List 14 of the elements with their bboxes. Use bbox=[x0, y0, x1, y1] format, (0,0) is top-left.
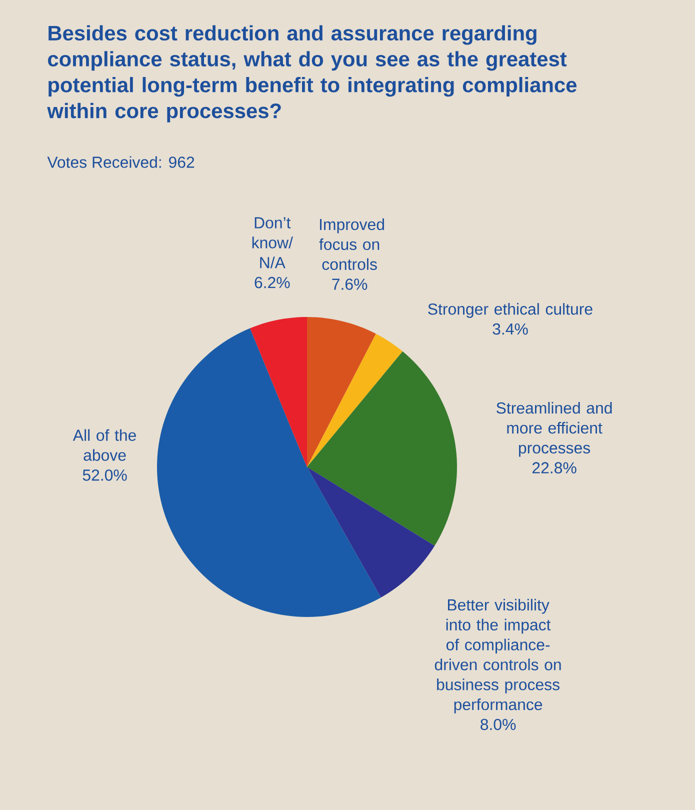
data-label: 3.4% bbox=[492, 323, 528, 335]
chart-subtitle: Votes Received: 962 bbox=[47, 156, 194, 168]
chart-title: Besides cost reduction and assurance regarding compliance status, what do you see as the greatest potential long-term benefit to integrating compliance within core processes? bbox=[47, 25, 577, 122]
data-label: 7.6% bbox=[332, 278, 368, 290]
data-label: 8.0% bbox=[480, 718, 516, 730]
slice-label: Streamlined and more efficient processes bbox=[496, 402, 612, 457]
slice-label: Improved focus on controls bbox=[319, 218, 384, 270]
slice-label: Better visibility into the impact of compliance- driven controls on business process performance bbox=[434, 598, 561, 714]
slice-label: Stronger ethical culture bbox=[428, 303, 592, 318]
data-label: 6.2% bbox=[254, 276, 290, 288]
data-label: 52.0% bbox=[82, 469, 127, 481]
slice-label: Don’t know/ N/A bbox=[252, 217, 293, 268]
data-label: 22.8% bbox=[532, 462, 576, 474]
slice-label: All of the above bbox=[72, 429, 136, 461]
